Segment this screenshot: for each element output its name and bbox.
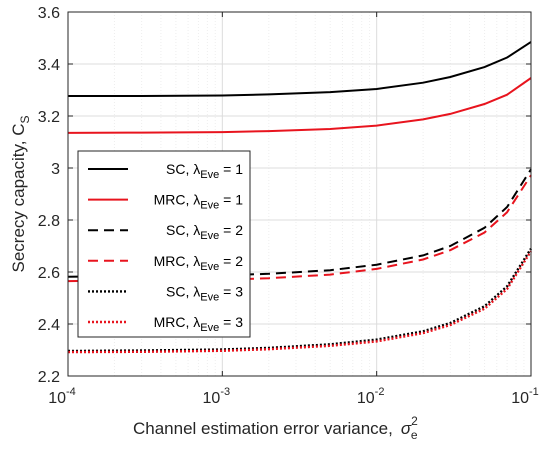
legend-label-prefix: SC,	[166, 283, 193, 299]
legend-label-3: SC, λEve = 2	[166, 222, 243, 242]
x-axis-symbol-subscript: e	[411, 428, 418, 442]
legend-label-subscript: Eve	[200, 261, 219, 273]
x-tick-label: 10-2	[357, 386, 385, 407]
legend-label-suffix: = 3	[219, 283, 243, 299]
legend-label-suffix: = 1	[219, 161, 243, 177]
x-axis-title: Channel estimation error variance, σ2 e	[133, 414, 418, 442]
y-tick-label: 2.2	[38, 369, 60, 386]
legend-label-5: SC, λEve = 3	[166, 283, 243, 303]
series-line-5	[67, 247, 533, 353]
legend-label-prefix: SC,	[166, 222, 193, 238]
legend-label-suffix: = 2	[219, 222, 243, 238]
x-tick-label-base: 10	[48, 390, 66, 407]
legend-label-symbol: λ	[193, 161, 200, 177]
y-tick-label: 2.8	[38, 213, 60, 230]
legend-label-prefix: MRC,	[154, 192, 194, 208]
y-tick-label: 3	[51, 161, 60, 178]
legend-label-symbol: λ	[193, 253, 200, 269]
legend-label-suffix: = 1	[219, 192, 243, 208]
legend-label-4: MRC, λEve = 2	[154, 253, 244, 273]
y-tick-label: 3.2	[38, 109, 60, 126]
x-tick-label-exponent: -3	[220, 386, 230, 398]
y-tick-label: 3.4	[38, 57, 60, 74]
legend-label-subscript: Eve	[200, 169, 219, 181]
y-axis-title: Secrecy capacity, CS	[9, 116, 32, 273]
legend-label-symbol: λ	[193, 222, 200, 238]
x-tick-label-exponent: -1	[529, 386, 539, 398]
legend-label-subscript: Eve	[200, 322, 219, 334]
legend-box	[77, 150, 251, 338]
x-tick-label-exponent: -4	[66, 386, 76, 398]
legend-label-prefix: SC,	[166, 161, 193, 177]
series-line-3	[67, 168, 532, 278]
x-tick-label-exponent: -2	[375, 386, 385, 398]
series-line-6	[67, 250, 533, 354]
series-line-1	[68, 41, 532, 97]
legend-label-1: SC, λEve = 1	[166, 161, 243, 181]
legend-label-subscript: Eve	[200, 200, 219, 212]
y-tick-label: 3.6	[38, 5, 60, 22]
legend-label-2: MRC, λEve = 1	[154, 192, 244, 212]
x-tick-label: 10-3	[203, 386, 231, 407]
x-tick-label: 10-1	[511, 386, 539, 407]
legend-label-subscript: Eve	[200, 230, 219, 242]
legend-label-symbol: λ	[193, 283, 200, 299]
legend-label-symbol: λ	[193, 314, 200, 330]
x-tick-label-base: 10	[511, 390, 529, 407]
x-tick-label: 10-4	[48, 386, 76, 407]
legend-label-suffix: = 3	[219, 314, 243, 330]
series-line-2	[67, 77, 532, 134]
y-tick-label: 2.6	[38, 265, 60, 282]
x-tick-label-base: 10	[203, 390, 221, 407]
x-axis-title-text: Channel estimation error variance,	[133, 419, 393, 438]
x-axis-symbol-superscript: 2	[411, 414, 418, 428]
y-tick-label: 2.4	[38, 317, 60, 334]
legend-label-symbol: λ	[193, 192, 200, 208]
x-axis-symbol: σ	[401, 419, 412, 438]
axis-ticks: 10-4 10-3 10-2 10-12.22.42.62.833.23.43.6	[38, 5, 539, 407]
y-axis-title-text: Secrecy capacity, C	[9, 124, 28, 273]
legend-label-6: MRC, λEve = 3	[154, 314, 244, 334]
series-line-4	[67, 174, 532, 283]
grid	[68, 12, 531, 376]
legend-label-subscript: Eve	[200, 291, 219, 303]
x-tick-label-base: 10	[357, 390, 375, 407]
legend-label-suffix: = 2	[219, 253, 243, 269]
legend-label-prefix: MRC,	[154, 253, 194, 269]
y-axis-title-subscript: S	[18, 116, 32, 124]
series-lines	[67, 41, 533, 354]
legend-label-prefix: MRC,	[154, 314, 194, 330]
plot-frame	[67, 11, 532, 377]
